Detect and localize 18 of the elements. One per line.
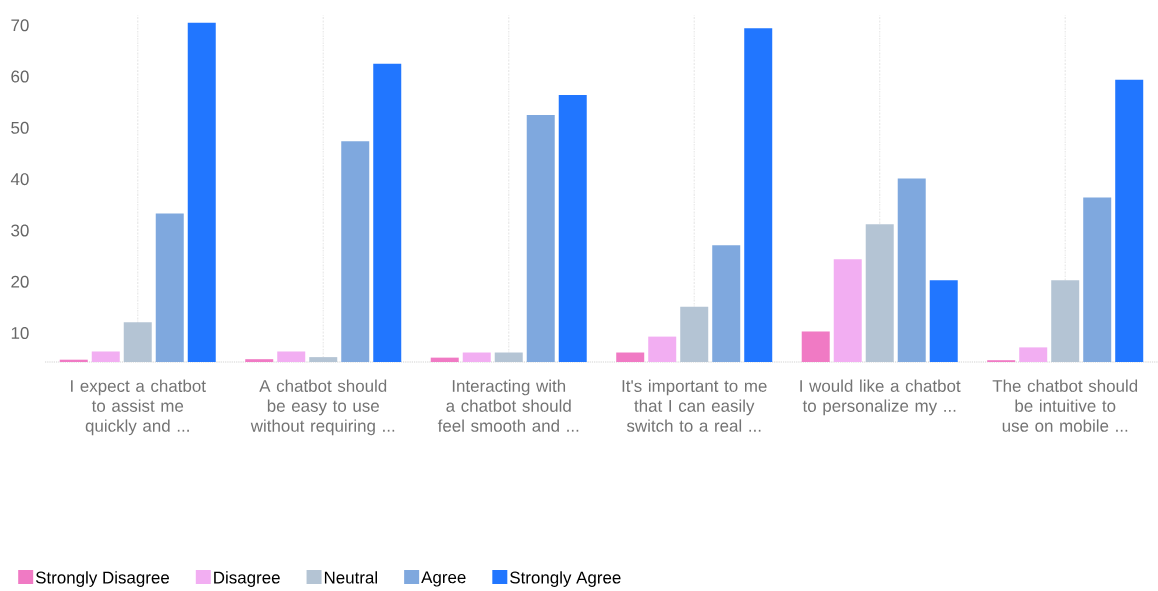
legend-label: Agree [421, 571, 466, 587]
y-tick-label: 50 [11, 121, 29, 134]
y-tick-label: 10 [11, 327, 29, 340]
y-tick-label: 40 [10, 173, 29, 186]
legend-label: Strongly Disagree [35, 571, 170, 587]
legend-label: Disagree [214, 571, 280, 587]
y-tick-label: 70 [11, 19, 29, 32]
x-tick-label: I expect a chatbot to assist me quickly and ... [71, 379, 206, 436]
y-tick-label: 30 [11, 224, 29, 237]
x-tick-label: It's important to me that I can easily switch to a real ... [622, 379, 767, 432]
x-tick-label: Interacting with a chatbot should feel smooth and ... [437, 379, 579, 432]
x-tick-label: A chatbot should be easy to use without requiring ... [250, 379, 395, 436]
y-tick-label: 20 [11, 275, 29, 288]
legend-label: Strongly Agree [510, 571, 621, 587]
x-tick-label: The chatbot should be intuitive to use on mobile ... [992, 379, 1138, 432]
legend-label: Neutral [324, 571, 377, 584]
y-tick-label: 60 [11, 70, 29, 83]
x-tick-label: I would like a chatbot to personalize my ... [800, 379, 961, 416]
